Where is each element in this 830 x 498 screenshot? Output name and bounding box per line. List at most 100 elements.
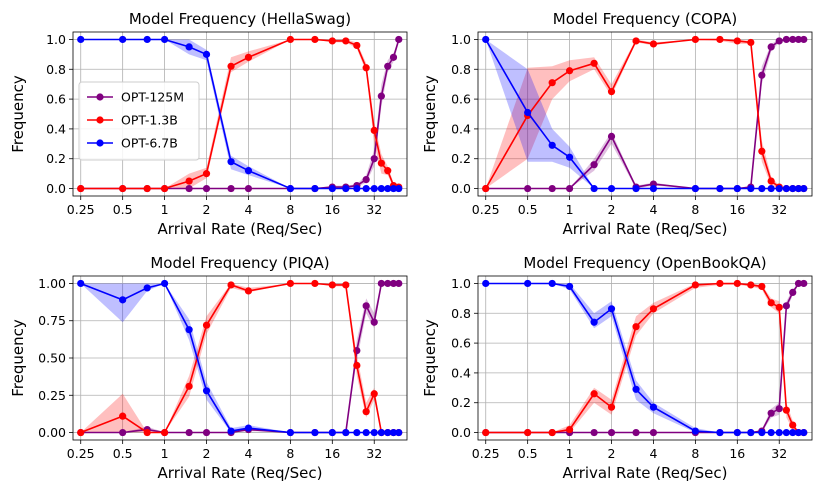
panel-model-frequency-hellaswag: 0.25 0.5 1 2 4 8 16 32 0.0 0.2 0.4 0.6 0.8 1.0 Model F… [9, 10, 408, 238]
band-opt-125m [485, 283, 804, 433]
data-point-opt-6-7b [782, 428, 790, 437]
data-point-opt-6-7b [353, 184, 361, 193]
data-point-opt-1-3b [632, 323, 640, 331]
y-tick-label: 0.75 [38, 313, 66, 328]
data-point-opt-6-7b [747, 184, 755, 193]
data-point-opt-1-3b [311, 279, 319, 288]
data-point-opt-125m [767, 43, 775, 51]
x-tick-label: 32 [771, 446, 787, 461]
x-tick-label: 0.25 [472, 202, 500, 217]
data-point-opt-125m [548, 184, 556, 193]
data-point-opt-6-7b [202, 387, 211, 395]
data-point-opt-6-7b [789, 428, 797, 437]
data-point-opt-125m [800, 35, 808, 44]
data-point-opt-1-3b [775, 303, 783, 311]
legend-marker [96, 116, 104, 124]
data-point-opt-6-7b [607, 305, 616, 313]
legend-label: OPT-125M [121, 90, 184, 105]
data-point-opt-125m [185, 428, 193, 437]
data-point-opt-1-3b [328, 37, 336, 45]
data-point-opt-125m [377, 279, 385, 288]
data-point-opt-6-7b [311, 428, 319, 437]
data-point-opt-125m [794, 279, 803, 288]
y-axis-label: Frequency [421, 75, 439, 153]
data-point-opt-6-7b [524, 108, 532, 117]
y-tick-label: 0.6 [46, 92, 66, 107]
data-point-opt-1-3b [77, 184, 85, 193]
y-tick-label: 0.8 [451, 306, 471, 321]
data-point-opt-1-3b [649, 40, 658, 48]
data-point-opt-125m [377, 92, 385, 100]
data-point-opt-1-3b [370, 126, 378, 134]
y-tick-label: 0.25 [38, 388, 66, 403]
data-point-opt-1-3b [384, 167, 392, 175]
data-point-opt-6-7b [377, 184, 385, 193]
x-tick-label: 4 [244, 202, 252, 217]
data-point-opt-1-3b [482, 428, 490, 437]
data-point-opt-6-7b [244, 424, 253, 432]
y-tick-label: 0.0 [451, 425, 471, 440]
data-point-opt-6-7b [565, 282, 574, 291]
data-point-opt-6-7b [395, 184, 403, 193]
x-tick-label: 2 [203, 202, 211, 217]
x-tick-label: 16 [729, 202, 745, 217]
x-tick-label: 16 [324, 202, 340, 217]
data-point-opt-6-7b [691, 184, 699, 193]
y-axis-label: Frequency [9, 75, 27, 153]
x-tick-label: 0.5 [113, 202, 133, 217]
y-tick-label: 0.0 [451, 181, 471, 196]
data-point-opt-6-7b [370, 428, 378, 437]
data-point-opt-125m [370, 318, 378, 326]
series-line-opt-125m [485, 282, 804, 434]
data-point-opt-125m [649, 428, 658, 437]
y-tick-label: 1.00 [38, 276, 66, 291]
data-point-opt-125m [767, 409, 775, 417]
data-point-opt-125m [775, 405, 783, 413]
data-point-opt-125m [775, 37, 783, 45]
data-point-opt-125m [590, 428, 598, 437]
y-tick-label: 0.8 [46, 62, 66, 77]
data-point-opt-1-3b [185, 177, 193, 185]
data-point-opt-125m [227, 184, 235, 193]
data-point-opt-1-3b [286, 279, 294, 288]
chart-title: Model Frequency (COPA) [553, 10, 737, 28]
data-point-opt-1-3b [524, 428, 532, 437]
x-tick-label: 32 [366, 446, 382, 461]
data-point-opt-1-3b [565, 425, 574, 434]
y-tick-label: 0.2 [451, 395, 471, 410]
x-tick-label: 32 [771, 202, 787, 217]
data-point-opt-6-7b [767, 428, 775, 437]
data-point-opt-6-7b [590, 318, 598, 326]
data-point-opt-6-7b [548, 141, 556, 149]
y-tick-label: 0.00 [38, 425, 66, 440]
data-point-opt-125m [389, 53, 398, 61]
legend-entry-opt-125m: OPT-125M [87, 90, 184, 105]
data-point-opt-125m [362, 302, 370, 310]
data-point-opt-1-3b [362, 408, 370, 416]
data-point-opt-6-7b [143, 284, 151, 292]
legend-marker [96, 93, 104, 101]
data-point-opt-1-3b [747, 281, 755, 289]
data-point-opt-125m [395, 35, 403, 44]
y-tick-label: 0.6 [451, 336, 471, 351]
data-point-opt-6-7b [691, 427, 699, 435]
band-opt-6-7b [485, 39, 804, 189]
data-point-opt-6-7b [632, 385, 640, 393]
data-point-opt-6-7b [649, 184, 658, 193]
data-point-opt-1-3b [607, 88, 616, 96]
data-point-opt-1-3b [143, 428, 151, 437]
data-point-opt-125m [202, 428, 211, 437]
x-tick-label: 2 [203, 446, 211, 461]
data-point-opt-6-7b [377, 428, 385, 437]
data-point-opt-6-7b [649, 403, 658, 411]
data-point-opt-6-7b [389, 184, 398, 193]
data-point-opt-6-7b [590, 184, 598, 193]
band-opt-6-7b [80, 283, 399, 433]
data-point-opt-6-7b [775, 184, 783, 193]
data-point-opt-125m [362, 176, 370, 184]
data-point-opt-1-3b [590, 59, 598, 67]
data-point-opt-6-7b [143, 35, 151, 44]
data-point-opt-1-3b [143, 184, 151, 193]
x-tick-label: 0.25 [472, 446, 500, 461]
data-point-opt-1-3b [716, 279, 724, 288]
